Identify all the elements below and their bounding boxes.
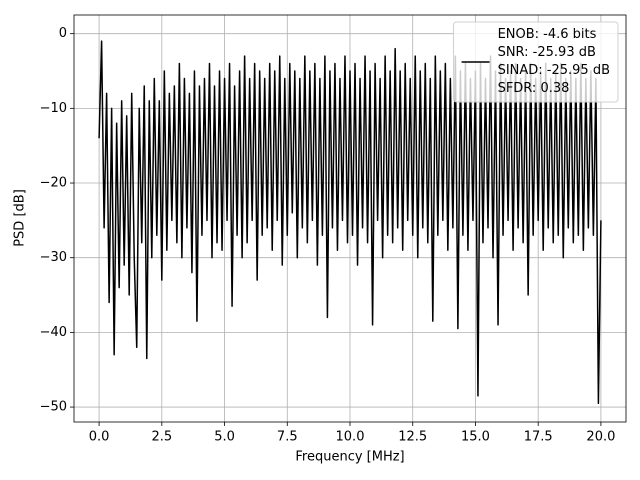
x-tick-label: 2.5 bbox=[151, 430, 172, 445]
y-axis-label: PSD [dB] bbox=[13, 189, 28, 247]
x-tick-label: 15.0 bbox=[461, 430, 490, 445]
legend-label: ENOB: -4.6 bits SNR: -25.93 dB SINAD: -2… bbox=[497, 27, 610, 96]
y-tick-label: −50 bbox=[40, 400, 67, 415]
y-tick-label: −40 bbox=[40, 325, 67, 340]
y-tick-label: −30 bbox=[40, 250, 67, 265]
y-tick-label: −20 bbox=[40, 176, 67, 191]
x-tick-label: 20.0 bbox=[586, 430, 615, 445]
line bbox=[98, 40, 602, 405]
y-tick-label: 0 bbox=[59, 26, 67, 41]
x-tick-label: 0.0 bbox=[89, 430, 110, 445]
x-tick-label: 5.0 bbox=[214, 430, 235, 445]
plot-frame bbox=[73, 14, 627, 423]
x-tick-label: 7.5 bbox=[277, 430, 298, 445]
x-axis-label: Frequency [MHz] bbox=[295, 450, 404, 465]
x-tick-label: 10.0 bbox=[336, 430, 365, 445]
y-tick-label: −10 bbox=[40, 101, 67, 116]
legend-box bbox=[453, 21, 619, 103]
x-tick-label: 12.5 bbox=[398, 430, 427, 445]
x-tick-label: 17.5 bbox=[524, 430, 553, 445]
